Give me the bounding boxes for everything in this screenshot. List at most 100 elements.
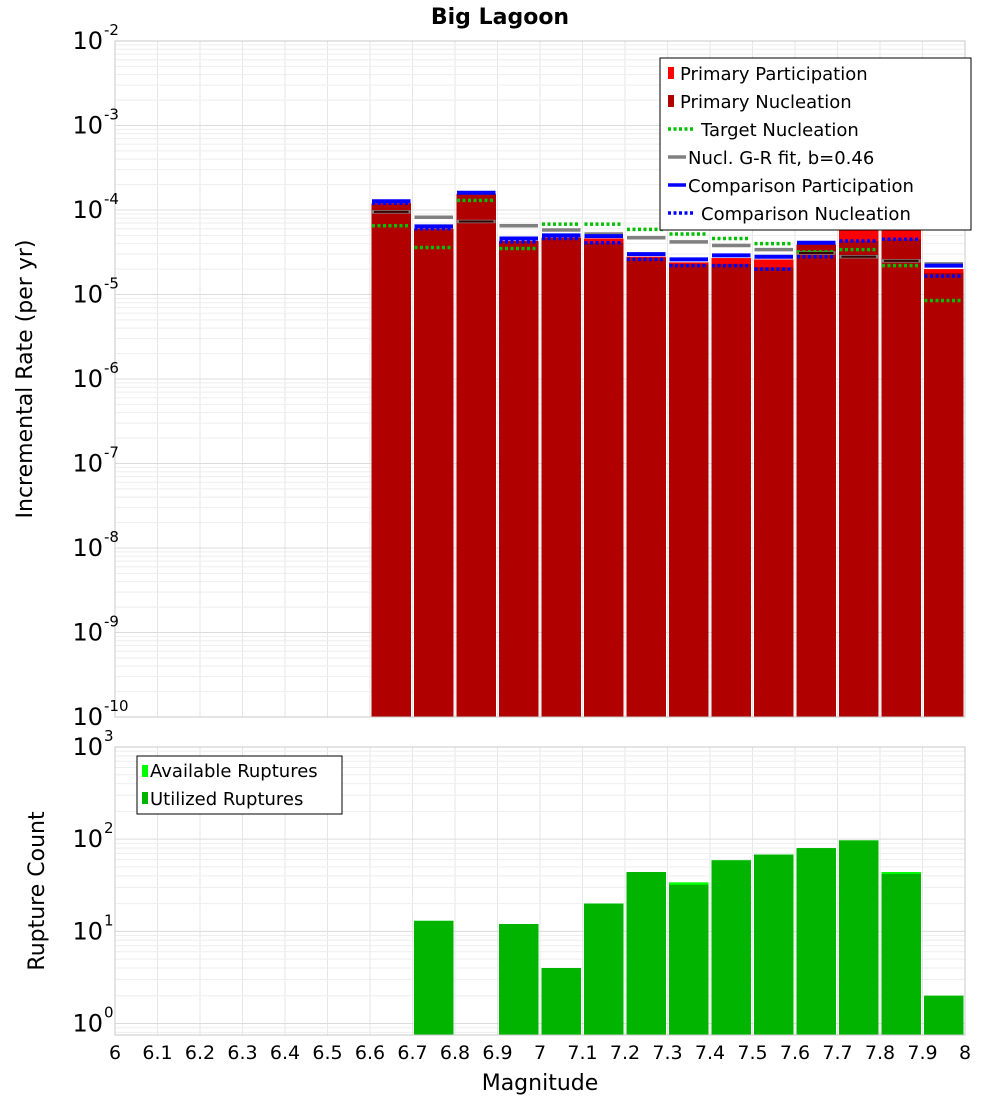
legend-swatch-primary-nucleation	[668, 95, 674, 107]
bar-primary-nucleation	[924, 272, 964, 717]
x-tick-label: 7.2	[610, 1042, 640, 1064]
top-y-tick-base: 10	[72, 281, 103, 309]
bar-utilized-ruptures	[669, 884, 709, 1035]
top-y-axis-ticks: 10-210-310-410-510-610-710-810-910-10	[72, 21, 128, 731]
x-tick-label: 8	[959, 1042, 971, 1064]
bottom-y-tick-exponent: 1	[104, 911, 114, 929]
legend-swatch-available-ruptures	[142, 765, 148, 777]
x-tick-label: 6.4	[270, 1042, 300, 1064]
bar-primary-nucleation	[796, 244, 836, 717]
bottom-legend: Available Ruptures Utilized Ruptures	[136, 755, 343, 815]
x-tick-label: 7	[534, 1042, 546, 1064]
x-tick-label: 7.7	[822, 1042, 852, 1064]
bottom-y-tick-base: 10	[72, 917, 103, 945]
x-tick-label: 7.5	[737, 1042, 767, 1064]
bottom-y-tick-base: 10	[72, 733, 103, 761]
x-tick-label: 6.1	[142, 1042, 172, 1064]
bottom-y-tick-exponent: 0	[104, 1003, 114, 1021]
x-tick-label: 6.8	[440, 1042, 470, 1064]
top-legend: Primary Participation Primary Nucleation…	[659, 57, 972, 231]
x-tick-label: 7.9	[907, 1042, 937, 1064]
bar-primary-nucleation	[626, 258, 666, 717]
bar-utilized-ruptures	[839, 840, 879, 1035]
x-axis-label: Magnitude	[482, 1071, 599, 1096]
top-y-tick-exponent: -9	[104, 613, 119, 631]
bar-primary-nucleation	[669, 263, 709, 717]
legend-label-utilized-ruptures: Utilized Ruptures	[150, 789, 303, 810]
top-y-tick-exponent: -6	[104, 359, 119, 377]
bar-utilized-ruptures	[626, 872, 666, 1035]
bar-utilized-ruptures	[711, 860, 751, 1035]
x-tick-label: 6.9	[482, 1042, 512, 1064]
top-y-tick-exponent: -2	[104, 21, 119, 39]
legend-swatch-utilized-ruptures	[142, 792, 148, 804]
x-tick-label: 7.3	[652, 1042, 682, 1064]
top-y-tick-base: 10	[72, 703, 103, 731]
bar-utilized-ruptures	[881, 873, 921, 1035]
x-tick-label: 6.6	[355, 1042, 385, 1064]
bar-utilized-ruptures	[754, 854, 794, 1035]
bar-utilized-ruptures	[924, 995, 964, 1035]
bottom-y-tick-base: 10	[72, 825, 103, 853]
top-y-tick-exponent: -7	[104, 444, 119, 462]
x-axis-ticks: 6 6.1 6.2 6.3 6.4 6.5 6.6 6.7 6.8 6.9 7 7.1 7.2 7.3 7.…	[109, 1042, 971, 1064]
x-tick-label: 6	[109, 1042, 121, 1064]
x-tick-label: 7.6	[780, 1042, 810, 1064]
top-y-tick-exponent: -10	[104, 697, 129, 715]
bar-primary-nucleation	[499, 240, 539, 717]
bar-primary-nucleation	[839, 240, 879, 717]
top-y-tick-base: 10	[72, 27, 103, 55]
top-y-tick-base: 10	[72, 619, 103, 647]
top-y-tick-base: 10	[72, 450, 103, 478]
legend-label-primary-participation: Primary Participation	[680, 64, 868, 85]
bottom-panel-frame	[114, 746, 966, 1036]
bar-primary-nucleation	[456, 193, 496, 717]
x-tick-label: 7.1	[567, 1042, 597, 1064]
top-y-tick-base: 10	[72, 365, 103, 393]
top-y-tick-base: 10	[72, 196, 103, 224]
legend-label-target-nucleation: Target Nucleation	[700, 120, 859, 141]
top-panel-bars	[371, 193, 964, 718]
bar-primary-nucleation	[541, 237, 581, 717]
bar-utilized-ruptures	[414, 920, 454, 1035]
bar-utilized-ruptures	[541, 967, 581, 1035]
bar-utilized-ruptures	[584, 903, 624, 1035]
bar-utilized-ruptures	[499, 924, 539, 1035]
bottom-y-axis-label: Rupture Count	[25, 811, 50, 971]
bottom-y-tick-exponent: 3	[104, 727, 114, 745]
bottom-panel-bars	[414, 840, 964, 1035]
top-y-tick-exponent: -3	[104, 106, 119, 124]
top-y-tick-base: 10	[72, 534, 103, 562]
legend-label-gr-fit: Nucl. G-R fit, b=0.46	[688, 148, 874, 169]
bottom-y-tick-base: 10	[72, 1009, 103, 1037]
bar-primary-nucleation	[371, 203, 411, 717]
top-panel-frame	[114, 40, 966, 718]
bar-primary-nucleation	[881, 239, 921, 718]
top-y-tick-exponent: -5	[104, 275, 119, 293]
bar-primary-nucleation	[414, 228, 454, 717]
x-tick-label: 6.2	[185, 1042, 215, 1064]
bottom-legend-box	[136, 755, 343, 815]
bar-utilized-ruptures	[796, 848, 836, 1035]
legend-label-primary-nucleation: Primary Nucleation	[680, 92, 852, 113]
top-y-tick-base: 10	[72, 112, 103, 140]
x-tick-label: 6.7	[397, 1042, 427, 1064]
legend-label-comparison-nucleation: Comparison Nucleation	[701, 204, 911, 225]
top-y-tick-exponent: -8	[104, 528, 119, 546]
chart-title: Big Lagoon	[431, 5, 569, 30]
x-tick-label: 7.8	[865, 1042, 895, 1064]
x-tick-label: 6.3	[227, 1042, 257, 1064]
legend-swatch-primary-participation	[668, 67, 674, 79]
bar-primary-nucleation	[754, 267, 794, 717]
legend-label-comparison-participation: Comparison Participation	[688, 176, 914, 197]
top-legend-box	[659, 57, 972, 231]
bar-primary-nucleation	[584, 242, 624, 717]
x-tick-label: 7.4	[695, 1042, 725, 1064]
legend-label-available-ruptures: Available Ruptures	[150, 761, 318, 782]
bottom-y-tick-exponent: 2	[104, 819, 114, 837]
top-y-axis-label: Incremental Rate (per yr)	[13, 240, 38, 519]
x-tick-label: 6.5	[312, 1042, 342, 1064]
top-y-tick-exponent: -4	[104, 190, 119, 208]
